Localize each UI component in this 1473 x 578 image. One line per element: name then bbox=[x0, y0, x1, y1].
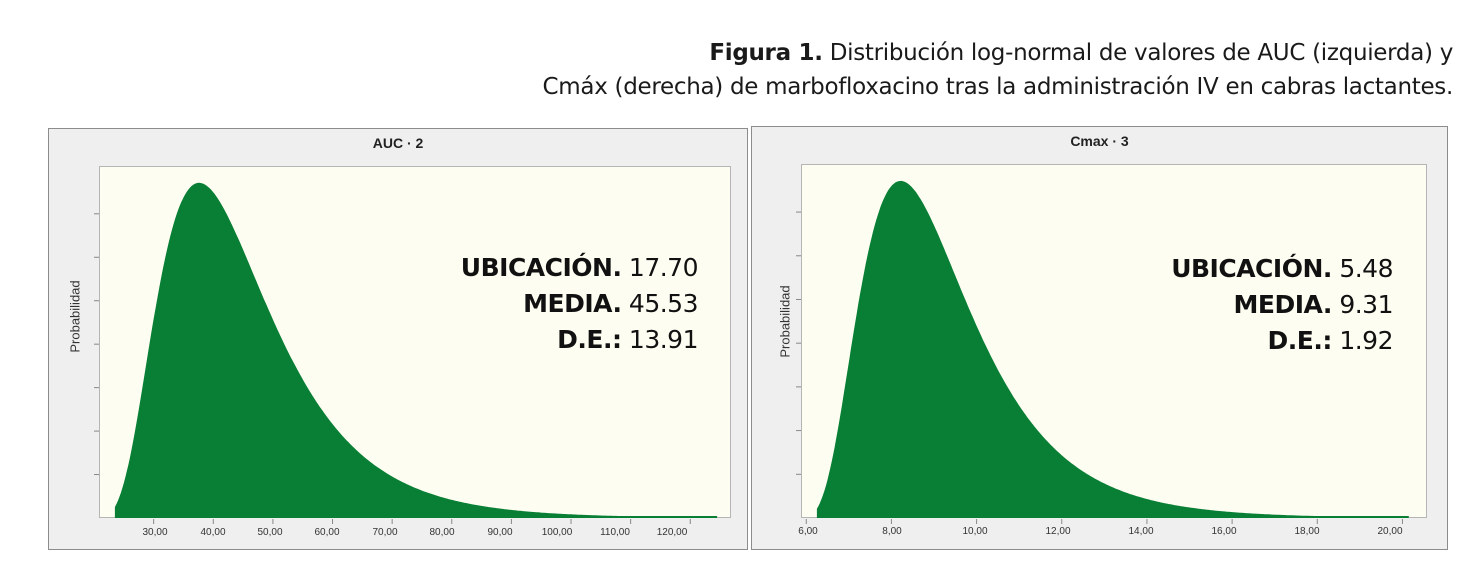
cmax-chart-panel: Cmax · 3 Probabilidad UBICACIÓN. 5.48 ME… bbox=[751, 126, 1448, 550]
stats-box: UBICACIÓN. 17.70 MEDIA. 45.53 D.E.: 13.9… bbox=[460, 250, 699, 358]
chart-title: AUC · 2 bbox=[372, 135, 424, 151]
stat-sd: D.E.: 1.92 bbox=[1267, 326, 1394, 355]
x-tick: 18,00 bbox=[1294, 526, 1320, 537]
distribution-area bbox=[94, 182, 718, 524]
x-tick: 60,00 bbox=[314, 527, 340, 538]
x-tick: 50,00 bbox=[257, 527, 283, 538]
caption-line-2: Cmáx (derecha) de marbofloxacino tras la… bbox=[542, 74, 1454, 100]
stat-location: UBICACIÓN. 5.48 bbox=[1171, 254, 1393, 283]
x-tick: 80,00 bbox=[429, 527, 455, 538]
y-axis-label: Probabilidad bbox=[777, 285, 793, 358]
x-tick: 40,00 bbox=[200, 527, 226, 538]
caption-label: Figura 1. bbox=[709, 40, 823, 66]
stat-sd: D.E.: 13.91 bbox=[557, 325, 698, 354]
x-tick: 120,00 bbox=[656, 527, 688, 538]
density-fill bbox=[816, 180, 1409, 518]
distribution-area bbox=[796, 180, 1409, 524]
figure-caption: Figura 1. Distribución log-normal de val… bbox=[542, 36, 1454, 104]
y-axis-label: Probabilidad bbox=[67, 280, 83, 353]
x-tick: 20,00 bbox=[1377, 526, 1403, 537]
plot-area: UBICACIÓN. 5.48 MEDIA. 9.31 D.E.: 1.92 bbox=[796, 164, 1427, 524]
stat-mean: MEDIA. 45.53 bbox=[523, 289, 698, 318]
x-tick: 8,00 bbox=[882, 526, 902, 537]
chart-title: Cmax · 3 bbox=[1070, 133, 1129, 149]
x-tick: 14,00 bbox=[1128, 526, 1154, 537]
plot-area: UBICACIÓN. 17.70 MEDIA. 45.53 D.E.: 13.9… bbox=[94, 166, 731, 524]
x-tick: 90,00 bbox=[487, 527, 513, 538]
x-tick: 100,00 bbox=[541, 527, 573, 538]
stat-mean: MEDIA. 9.31 bbox=[1233, 290, 1394, 319]
x-tick: 12,00 bbox=[1045, 526, 1071, 537]
x-tick: 6,00 bbox=[798, 526, 818, 537]
density-fill bbox=[114, 182, 718, 519]
x-tick: 10,00 bbox=[962, 526, 988, 537]
stat-location: UBICACIÓN. 17.70 bbox=[460, 253, 699, 282]
x-tick: 16,00 bbox=[1211, 526, 1237, 537]
x-tick: 110,00 bbox=[600, 527, 630, 538]
caption-line-1: Figura 1. Distribución log-normal de val… bbox=[543, 36, 1453, 70]
caption-text-1: Distribución log-normal de valores de AU… bbox=[822, 40, 1454, 66]
stats-box: UBICACIÓN. 5.48 MEDIA. 9.31 D.E.: 1.92 bbox=[1171, 251, 1393, 359]
x-tick: 70,00 bbox=[372, 527, 398, 538]
auc-chart-panel: AUC · 2 Probabilidad UBICACIÓN. 17.70 ME… bbox=[48, 128, 748, 550]
x-tick: 30,00 bbox=[142, 527, 168, 538]
